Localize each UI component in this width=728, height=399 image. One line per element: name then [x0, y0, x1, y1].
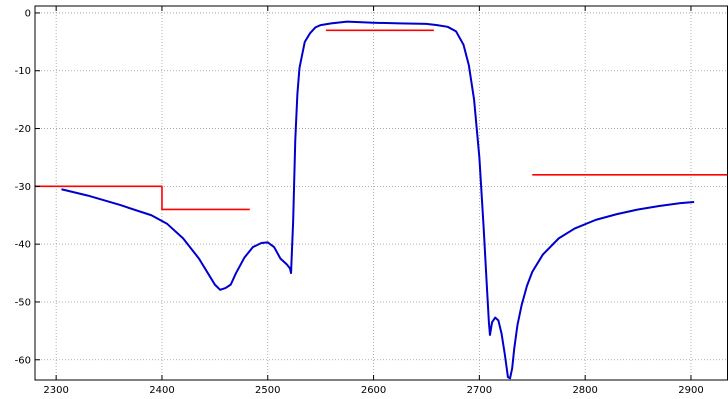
series-line-limit-1 [35, 185, 250, 211]
plot-frame [34, 5, 728, 381]
x-tick-label: 2600 [361, 385, 386, 396]
y-tick-label: -50 [15, 297, 31, 308]
y-tick-label: -40 [15, 240, 31, 251]
y-tick-label: -20 [15, 124, 31, 135]
x-tick-label: 2700 [467, 385, 492, 396]
x-tick-label: 2300 [43, 385, 68, 396]
y-tick-label: -60 [15, 355, 31, 366]
x-tick-label: 2400 [149, 385, 174, 396]
tick-label-layer: 2300 2400 2500 2600 2700 2800 2900 0 -10 -20 -30 -4… [15, 8, 704, 396]
y-tick-label: 0 [25, 8, 31, 19]
x-tick-label: 2800 [572, 385, 597, 396]
y-tick-label: -30 [15, 182, 31, 193]
series-layer [35, 20, 728, 380]
x-tick-label: 2500 [255, 385, 280, 396]
tick-layer [35, 6, 692, 380]
y-tick-label: -10 [15, 66, 31, 77]
grid-layer [35, 6, 728, 380]
x-tick-label: 2900 [678, 385, 703, 396]
series-line-response [61, 20, 695, 380]
